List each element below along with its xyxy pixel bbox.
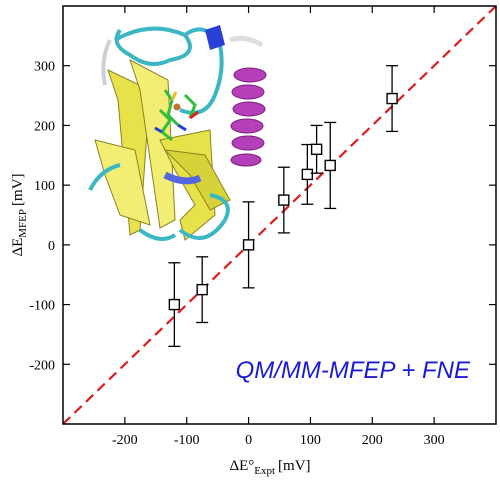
- x-axis-label: ΔE°Expt [mV]: [229, 458, 310, 477]
- y-axis-label: ΔEMFEP [mV]: [10, 173, 29, 256]
- plot-frame: [62, 5, 497, 425]
- x-tick-label: 200: [362, 433, 383, 448]
- y-tick-label: -100: [29, 299, 55, 314]
- y-tick-label: 100: [34, 179, 55, 194]
- square-marker: [242, 239, 255, 251]
- x-tick-label: -200: [112, 433, 138, 448]
- data-point: [242, 201, 255, 289]
- square-marker: [301, 168, 314, 181]
- y-axis-label-unit: [mV]: [10, 173, 26, 206]
- x-tick-label: -100: [174, 433, 200, 448]
- data-point: [386, 65, 399, 133]
- y-tick-label: -200: [29, 358, 55, 373]
- data-point: [196, 256, 209, 324]
- x-tick-label: 100: [300, 433, 321, 448]
- x-tick-label: 0: [245, 433, 252, 448]
- data-point: [277, 166, 290, 234]
- data-point: [324, 121, 337, 210]
- square-marker: [386, 92, 398, 105]
- identity-reference-line: [62, 5, 497, 425]
- method-annotation: QM/MM-MFEP + FNE: [236, 357, 471, 384]
- data-point: [310, 124, 323, 174]
- reference-line-segment: [62, 5, 497, 425]
- protein-structure-inset: [88, 25, 267, 241]
- square-marker: [196, 283, 208, 296]
- data-point: [168, 262, 181, 348]
- y-tick-label: 0: [48, 239, 55, 254]
- data-points: [168, 65, 399, 348]
- y-axis-label-main: ΔE: [10, 238, 26, 257]
- square-marker: [310, 143, 323, 156]
- x-axis-label-main: ΔE°: [229, 458, 254, 474]
- y-tick-label: 300: [34, 60, 55, 75]
- y-axis-label-sub: MFEP: [17, 209, 29, 238]
- square-marker: [324, 159, 336, 172]
- x-tick-label: 300: [424, 433, 445, 448]
- axis-ticks: -200 -100 0 100 200 300 -200 -100 0 100 200 300: [29, 6, 496, 448]
- x-axis-label-sub: Expt: [254, 465, 275, 477]
- square-marker: [278, 194, 290, 206]
- square-marker: [168, 298, 181, 311]
- x-axis-label-unit: [mV]: [278, 458, 311, 474]
- y-tick-label: 200: [34, 119, 55, 134]
- data-point: [301, 143, 314, 205]
